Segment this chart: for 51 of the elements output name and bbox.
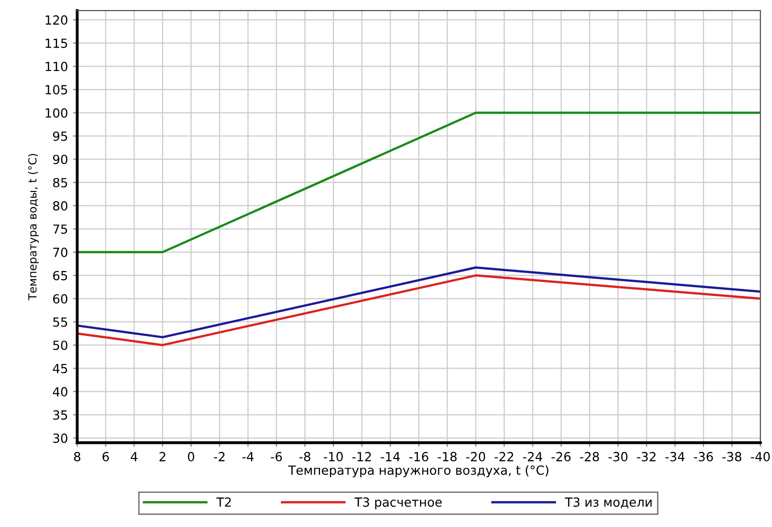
x-tick-label: -4 <box>242 452 254 462</box>
x-tick-label: -30 <box>608 452 628 462</box>
y-tick-label: 120 <box>46 15 68 25</box>
x-tick-label: -28 <box>580 452 599 462</box>
legend-label: T3 из модели <box>564 497 652 508</box>
x-tick-label: -22 <box>494 452 514 462</box>
x-tick-label: -32 <box>636 452 656 462</box>
y-tick-label: 95 <box>53 131 68 141</box>
legend-label: T3 расчетное <box>354 497 442 510</box>
x-tick-label: 6 <box>102 452 109 462</box>
x-tick-label: -24 <box>523 452 542 462</box>
y-tick-label: 110 <box>46 62 68 72</box>
x-tick-label: 2 <box>160 452 166 462</box>
y-tick-label: 75 <box>53 224 68 234</box>
x-tick-label: -20 <box>466 452 486 462</box>
legend-label: T2 <box>216 497 231 507</box>
y-tick-label: 115 <box>46 38 68 48</box>
x-tick-label: -34 <box>665 452 685 462</box>
x-axis-title: Температура наружного воздуха, t (°C) <box>288 465 548 478</box>
y-tick-label: 100 <box>46 108 68 118</box>
x-tick-label: 0 <box>188 452 194 462</box>
x-tick-label: -38 <box>722 452 742 462</box>
x-tick-label: -8 <box>299 452 310 462</box>
y-tick-label: 90 <box>53 154 68 164</box>
y-tick-label: 105 <box>46 85 68 94</box>
x-tick-label: -18 <box>438 452 457 462</box>
x-tick-label: -40 <box>750 452 770 462</box>
y-tick-label: 30 <box>53 434 68 443</box>
x-tick-label: -12 <box>352 452 371 462</box>
y-tick-label: 45 <box>52 364 68 374</box>
x-tick-label: -10 <box>324 452 343 462</box>
x-tick-label: -6 <box>270 452 282 462</box>
x-tick-label: -2 <box>214 452 225 462</box>
x-tick-label: -36 <box>694 452 713 462</box>
x-tick-label: 8 <box>74 452 80 462</box>
y-tick-label: 35 <box>53 410 68 420</box>
y-tick-label: 80 <box>53 201 68 211</box>
y-tick-label: 70 <box>53 248 68 258</box>
x-tick-label: 4 <box>130 452 138 462</box>
y-tick-label: 60 <box>53 294 68 304</box>
y-tick-label: 50 <box>53 340 68 350</box>
y-tick-label: 65 <box>53 270 68 280</box>
line-series <box>77 266 760 338</box>
y-tick-label: 55 <box>53 318 68 327</box>
y-tick-label: 40 <box>52 387 68 396</box>
line-series <box>77 274 760 346</box>
y-tick-label: 85 <box>53 178 68 188</box>
x-tick-label: -14 <box>380 452 400 462</box>
y-axis-title: Температура воды, t (°C) <box>28 154 39 300</box>
x-tick-label: -16 <box>409 452 428 462</box>
x-tick-label: -26 <box>552 452 571 462</box>
